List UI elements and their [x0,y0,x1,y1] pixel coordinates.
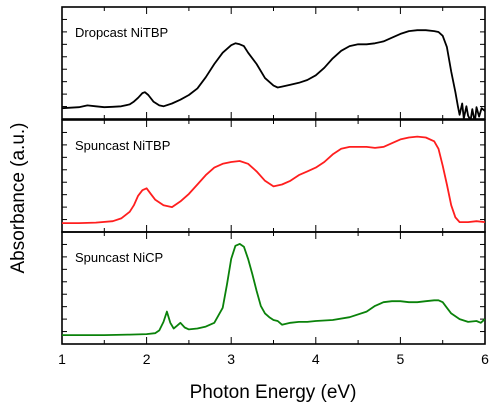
panels-layer: Dropcast NiTBP Spuncast NiTBP Spuncast NiC… [61,6,486,345]
series-line [62,29,485,119]
panel-frame [61,6,486,120]
panel-3: Spuncast NiCP [61,231,486,345]
panel-label: Spuncast NiTBP [75,138,170,153]
series-line [62,135,485,224]
x-axis-title: Photon Energy (eV) [190,382,357,403]
x-tick-label: 5 [397,351,405,367]
x-axis: 1 2 3 4 5 6 [58,351,489,367]
x-tick-label: 4 [312,351,320,367]
panel-label: Spuncast NiCP [75,250,163,265]
y-axis-title: Absorbance (a.u.) [8,122,29,273]
x-tick-label: 1 [58,351,66,367]
panel-label: Dropcast NiTBP [75,25,168,40]
panel-1: Dropcast NiTBP [61,6,486,120]
x-tick-label: 6 [481,351,489,367]
series-line [62,243,485,336]
panel-frame [61,231,486,345]
x-tick-label: 2 [143,351,151,367]
panel-2: Spuncast NiTBP [61,119,486,233]
x-tick-label: 3 [227,351,235,367]
